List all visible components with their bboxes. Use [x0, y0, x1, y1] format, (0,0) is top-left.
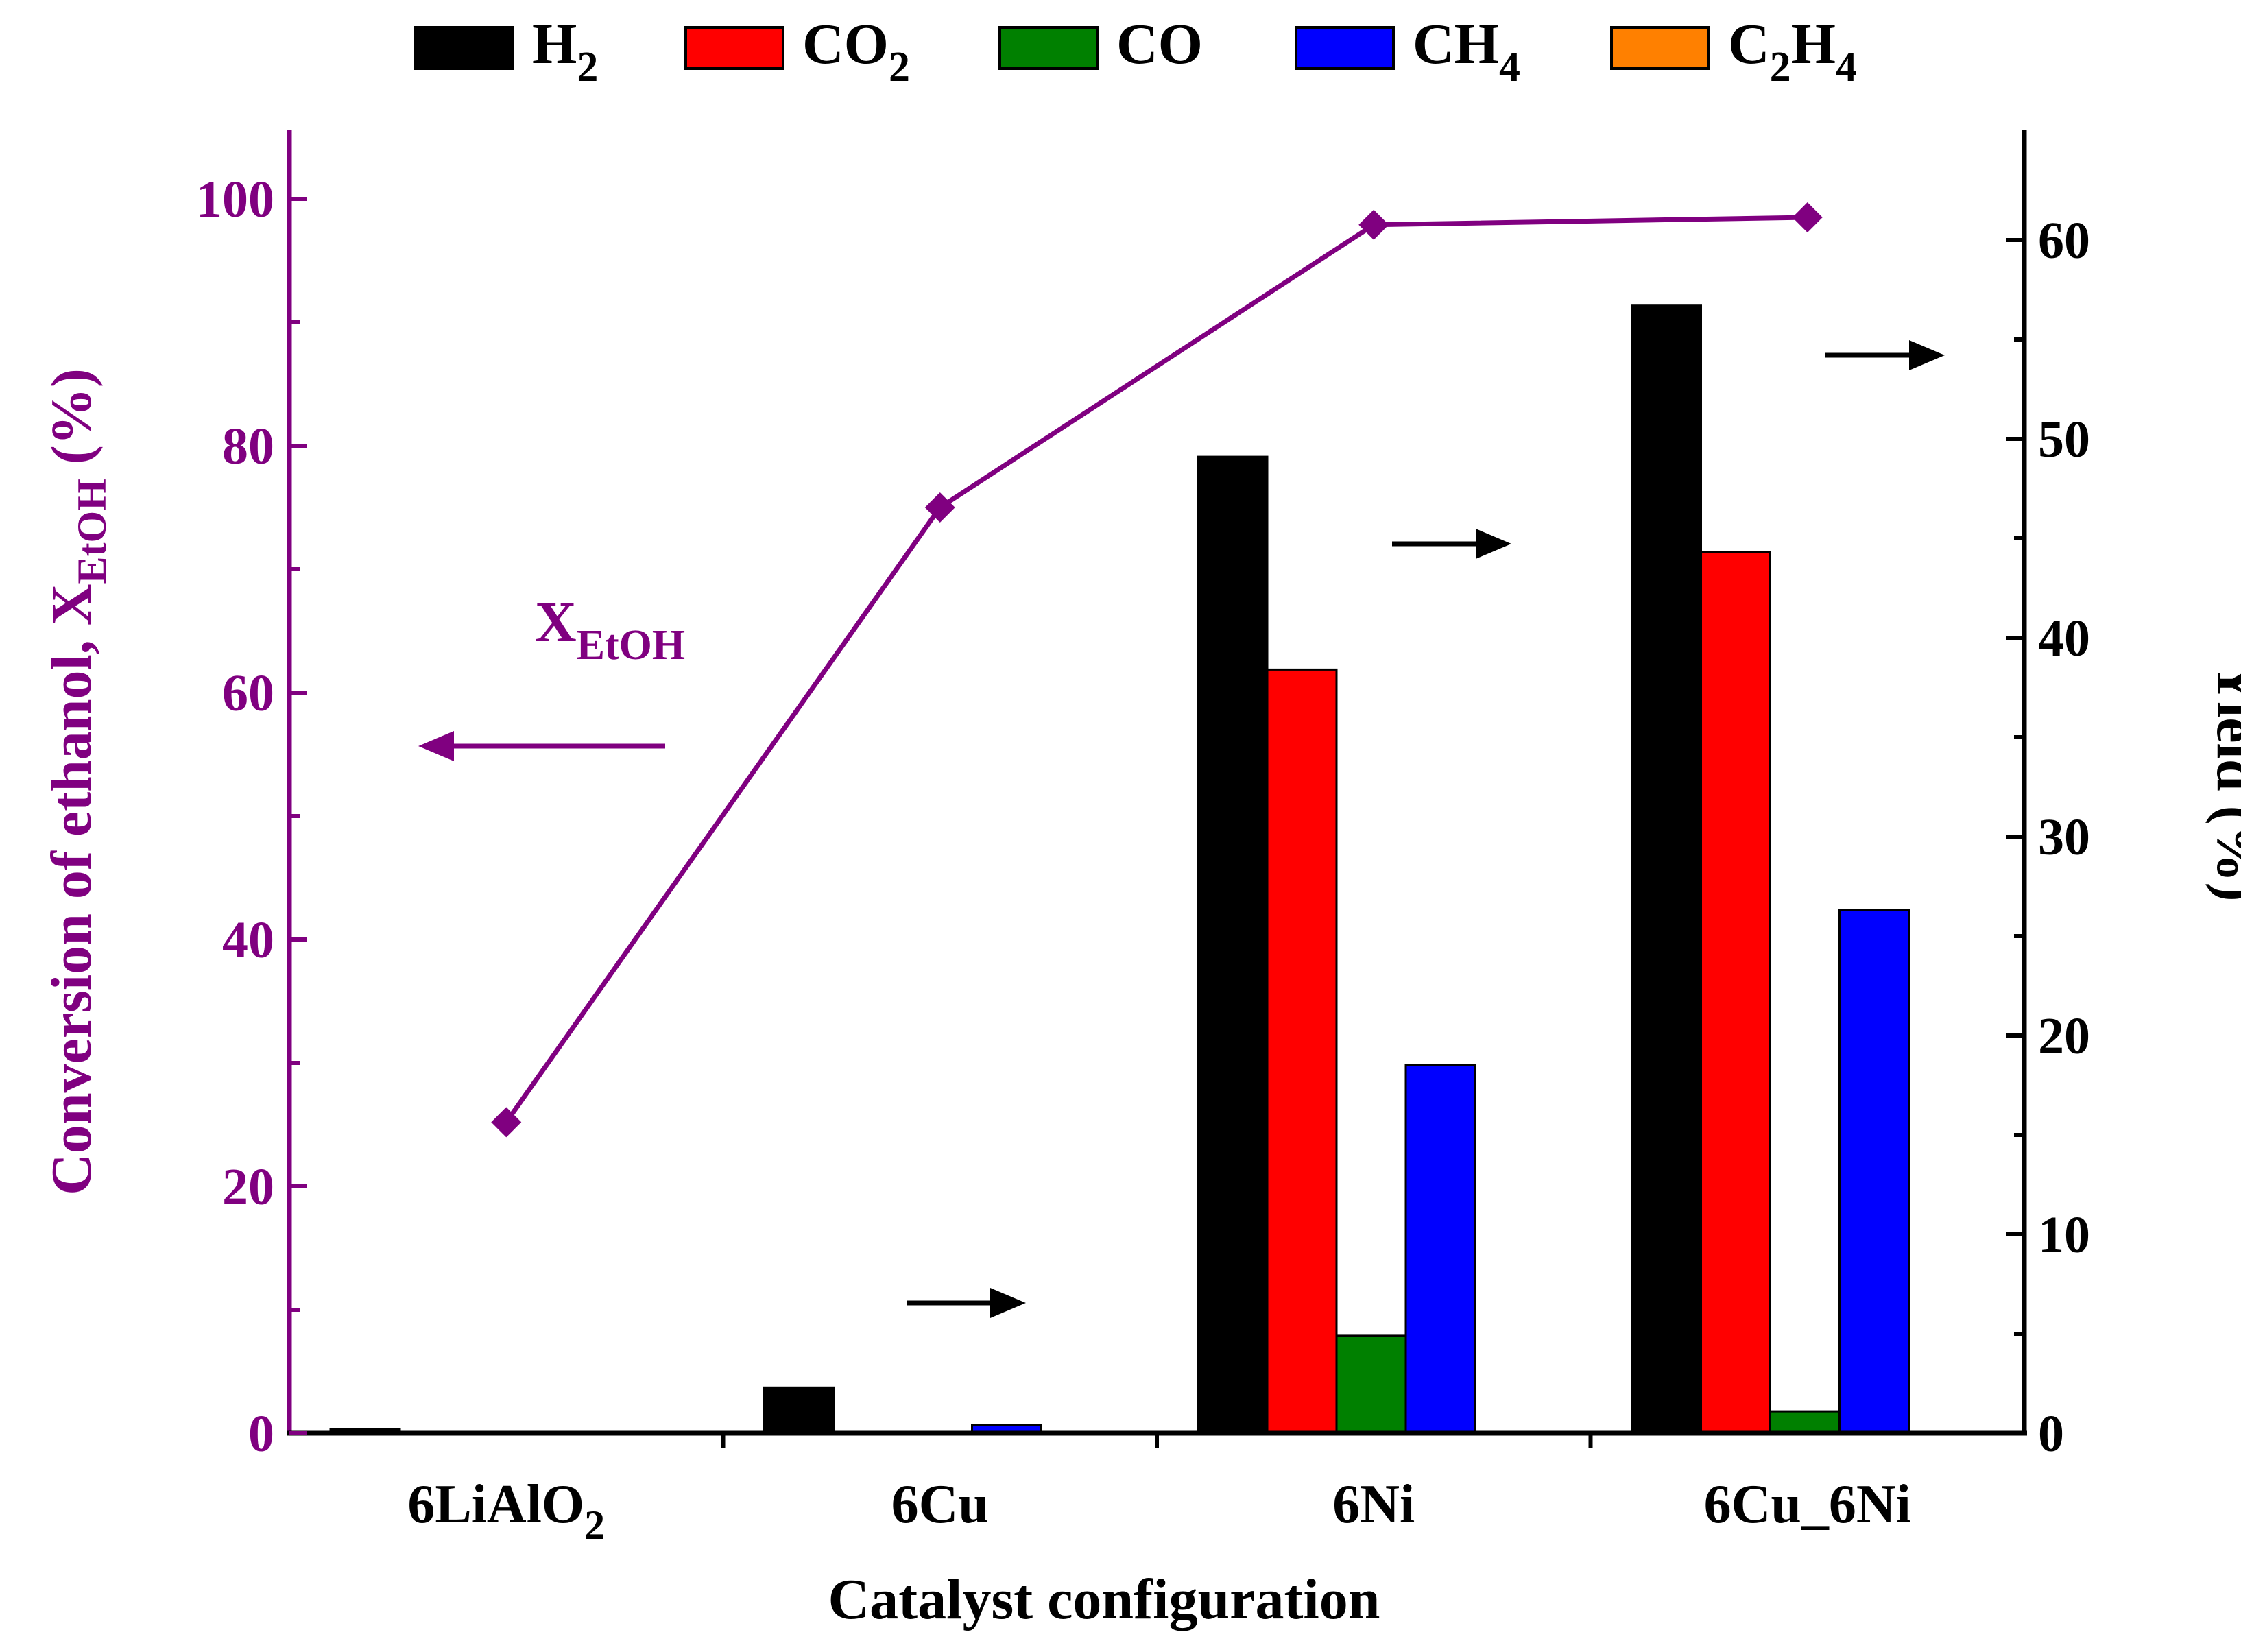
right-tick-label: 30 [2038, 809, 2090, 866]
x-tick-label: 6Cu [891, 1474, 989, 1535]
conversion-annotation: XEtOH [535, 590, 685, 669]
right-tick-label: 50 [2038, 411, 2090, 468]
conversion-line-path [504, 215, 1808, 1124]
right-tick-label: 60 [2038, 212, 2090, 270]
conversion-point [1792, 202, 1823, 232]
bar [1631, 304, 1702, 1435]
left-tick-label: 80 [222, 418, 274, 475]
right-tick-label: 10 [2038, 1206, 2090, 1264]
left-tick-label: 100 [196, 171, 274, 228]
legend-swatch [1295, 26, 1395, 70]
right-ticks: 0 10 20 30 40 50 60 [2006, 212, 2090, 1463]
legend-label: CO [1116, 12, 1203, 76]
right-arrow-6ni [1392, 529, 1511, 559]
legend-swatch [684, 26, 784, 70]
x-axis-title: Catalyst configuration [828, 1568, 1380, 1631]
legend-label: H2 [532, 12, 598, 91]
legend: H2 CO2 CO CH4 C2H4 [414, 12, 1857, 91]
right-arrow-6cu-6ni [1825, 340, 1945, 370]
conversion-line [491, 202, 1823, 1138]
x-tick-label: 6Ni [1332, 1474, 1415, 1535]
conversion-point [491, 1107, 522, 1138]
bar [1266, 668, 1338, 1435]
bar [763, 1386, 835, 1435]
bar [1769, 1410, 1841, 1435]
right-tick-label: 20 [2038, 1007, 2090, 1065]
bar [1404, 1064, 1476, 1435]
bar [1700, 551, 1771, 1435]
left-tick-label: 40 [222, 911, 274, 969]
bar [1197, 455, 1269, 1435]
y-axis-right-title: Yield (%) [2205, 662, 2241, 901]
left-tick-label: 20 [222, 1158, 274, 1216]
bars [329, 304, 1910, 1435]
left-ticks: 0 20 40 60 80 100 [196, 171, 307, 1463]
bar [1335, 1334, 1407, 1435]
y-axis-left-title: Conversion of ethanol, XEtOH (%) [40, 368, 115, 1195]
legend-swatch [998, 26, 1099, 70]
legend-swatch [414, 26, 514, 70]
bar [1838, 909, 1910, 1435]
legend-label: CO2 [802, 12, 910, 91]
x-ticks: 6LiAlO2 6Cu 6Ni 6Cu_6Ni [407, 1433, 1911, 1548]
conversion-point [924, 492, 955, 523]
left-tick-label: 60 [222, 665, 274, 722]
legend-swatch [1610, 26, 1710, 70]
right-arrow-6cu [907, 1288, 1026, 1318]
legend-label: C2H4 [1728, 12, 1857, 91]
left-arrow [418, 731, 665, 761]
right-tick-label: 40 [2038, 610, 2090, 667]
left-tick-label: 0 [248, 1405, 274, 1463]
legend-label: CH4 [1413, 12, 1520, 91]
right-tick-label: 0 [2038, 1405, 2064, 1463]
x-tick-label: 6LiAlO2 [407, 1474, 605, 1548]
conversion-point [1358, 209, 1389, 240]
x-tick-label: 6Cu_6Ni [1704, 1474, 1911, 1535]
